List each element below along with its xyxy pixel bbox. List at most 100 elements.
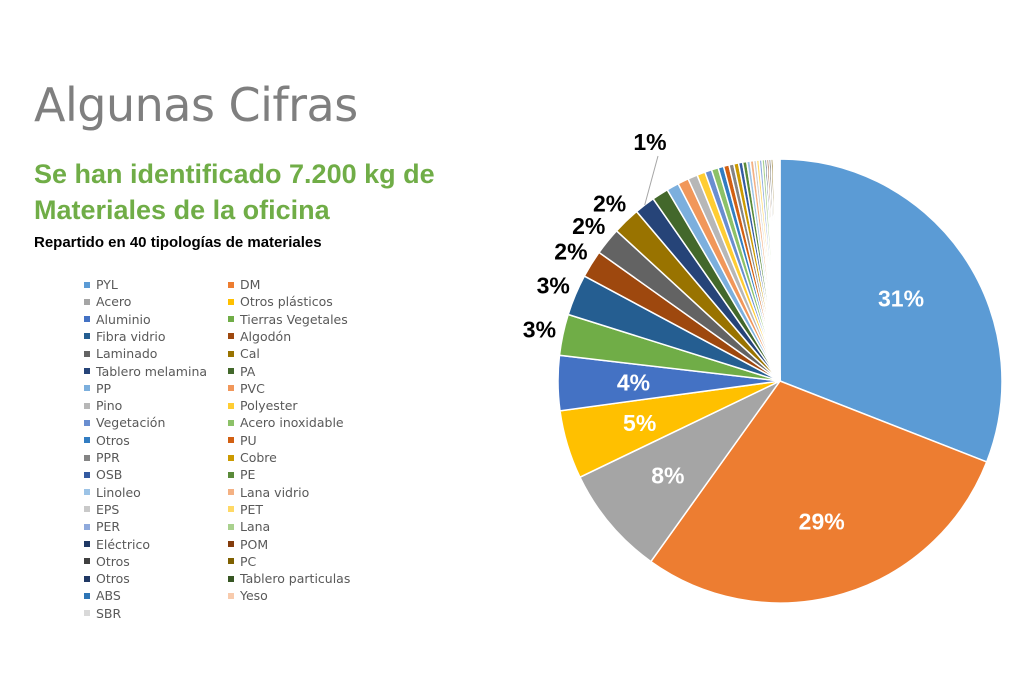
legend-item: Tierras Vegetales [228,311,348,328]
legend-label: Tablero melamina [96,363,208,379]
legend-label: Algodón [240,328,292,344]
legend-label: SBR [96,605,122,621]
data-label: 3% [523,317,556,343]
legend-label: Otros [96,571,130,587]
pie-slice [578,380,781,563]
slide-title: Algunas Cifras [34,78,358,132]
legend-swatch [228,437,234,444]
legend-label: DM [240,277,261,292]
pie-slice [777,158,781,382]
legend-label: Linoleo [96,484,141,500]
legend-label: OSB [96,467,123,483]
legend-label: Lana vidrio [240,484,310,500]
legend-swatch [84,454,90,461]
legend-item: Acero [84,293,131,310]
legend-swatch [84,592,90,599]
legend-swatch [84,333,90,340]
legend-item: Otros [84,570,130,587]
legend-swatch [228,592,234,599]
legend-swatch [84,316,90,323]
legend-swatch [84,437,90,444]
legend-label: PC [240,553,257,569]
legend-swatch [84,575,90,582]
data-label: 5% [623,410,656,436]
legend-swatch [228,541,234,547]
legend-swatch [228,419,234,426]
legend-item: POM [228,536,268,553]
legend-item: PU [228,432,257,449]
legend-item: Eléctrico [84,536,150,553]
legend-swatch [228,350,234,357]
legend-label: PE [240,467,256,483]
legend-item: EPS [84,501,119,518]
legend-item: Tablero particulas [228,570,350,587]
legend-item: Vegetación [84,414,165,431]
legend-swatch [228,506,234,513]
legend-swatch [84,281,90,288]
legend-swatch [84,402,90,409]
legend-label: Acero [96,294,132,310]
data-label: 8% [651,462,684,488]
legend-label: Tablero particulas [240,571,351,587]
legend-swatch [228,454,234,461]
legend-label: Vegetación [96,415,166,431]
legend-swatch [228,523,234,530]
legend-swatch [84,523,90,530]
legend-item: Lana vidrio [228,484,309,501]
legend-swatch [228,575,234,582]
legend-item: OSB [84,466,122,483]
legend-swatch [84,419,90,426]
legend-swatch [228,489,234,496]
legend-item: Cal [228,345,260,362]
legend-label: PA [240,363,256,379]
legend-label: PYL [96,277,118,292]
legend-label: PER [96,519,121,535]
legend-item: Aluminio [84,311,151,328]
legend-item: ABS [84,587,121,604]
legend-swatch [84,471,90,478]
legend-item: SBR [84,605,121,622]
legend-label: Laminado [96,346,158,362]
legend-item: Laminado [84,345,157,362]
legend-swatch [84,350,90,357]
legend-swatch [228,558,234,565]
legend-item: Tablero melamina [84,363,207,380]
legend-swatch [228,298,234,305]
data-label: 4% [617,369,650,395]
chart-caption: Repartido en 40 tipologías de materiales [34,234,322,251]
legend-label: PPR [96,450,120,465]
legend-label: PVC [240,380,265,396]
legend-label: ABS [96,588,121,604]
pie-slice [779,158,1003,463]
legend-item: PVC [228,380,265,397]
legend-item: PER [84,518,120,535]
legend-item: PE [228,466,255,483]
legend-label: PU [240,432,257,448]
data-label: 1% [633,129,666,155]
legend-label: Yeso [240,588,268,604]
legend-swatch [84,506,90,513]
legend-item: PP [84,380,111,397]
legend-label: Lana [240,519,271,535]
data-label: 31% [878,285,924,311]
legend-item: PET [228,501,263,518]
data-label: 2% [593,191,626,217]
legend-swatch [228,385,234,392]
legend-item: Otros [84,553,130,570]
legend-label: Otros plásticos [240,294,333,310]
legend-swatch [84,610,90,617]
legend-item: Pino [84,397,122,414]
legend-label: Otros [96,432,130,448]
legend-swatch [84,541,90,547]
legend-item: PC [228,553,256,570]
pie-slice [649,380,988,604]
legend-item: Linoleo [84,484,141,501]
legend-label: Cobre [240,450,277,465]
legend-item: PYL [84,276,118,293]
legend-swatch [84,489,90,496]
legend-label: Fibra vidrio [96,328,166,344]
legend-label: PET [240,501,264,517]
legend-label: Polyester [240,398,298,414]
legend-label: Pino [96,398,123,414]
